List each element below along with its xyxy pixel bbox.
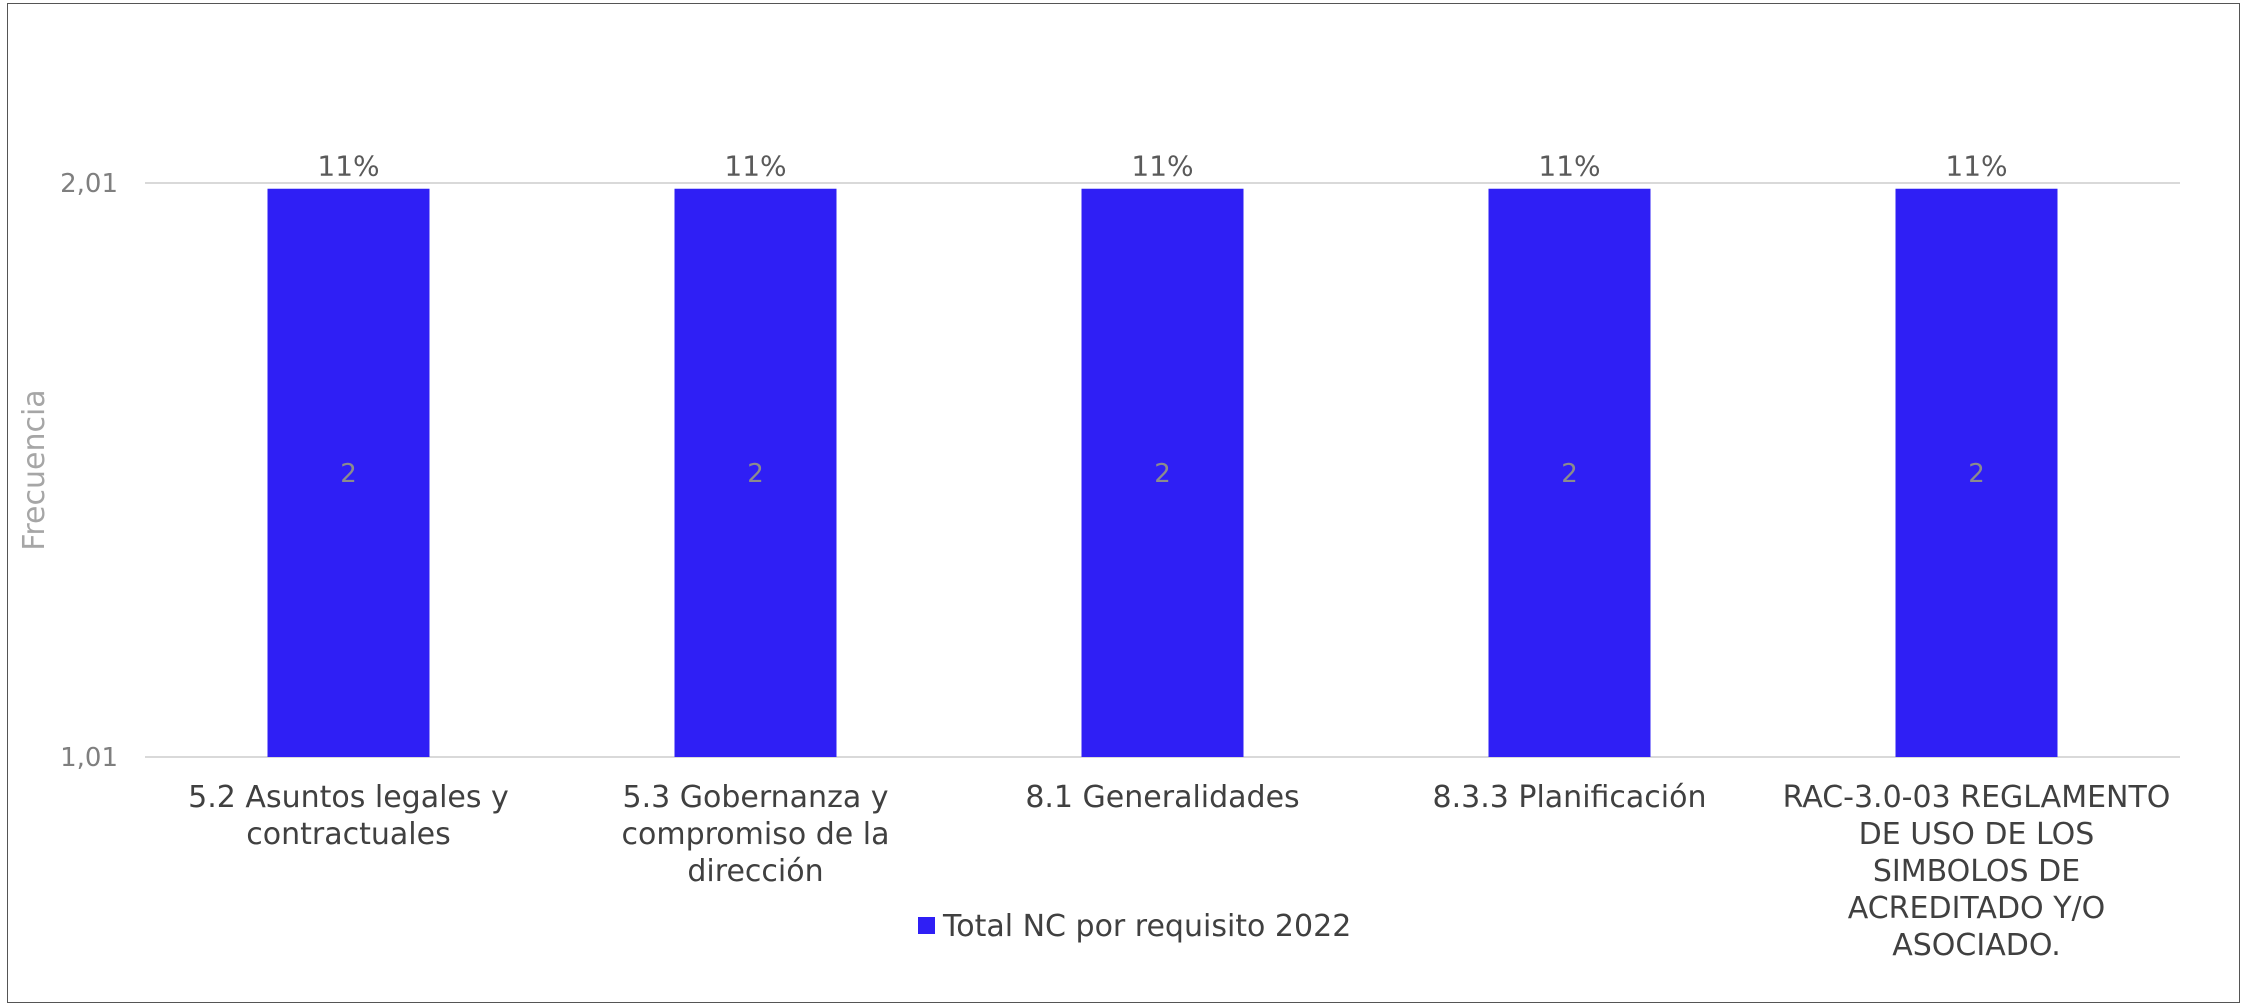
percent-data-label: 11%: [724, 150, 786, 183]
x-category-label: 8.3.3 Planificación: [1433, 780, 1707, 815]
legend: Total NC por requisito 2022: [918, 909, 1351, 944]
x-category-label: 8.1 Generalidades: [1025, 780, 1299, 815]
x-category-label-line: 5.2 Asuntos legales y: [188, 780, 509, 815]
value-data-label: 2: [747, 459, 764, 489]
percent-data-label: 11%: [317, 150, 379, 183]
y-tick-label: 2,01: [60, 169, 118, 199]
value-data-label: 2: [1154, 459, 1171, 489]
legend-label: Total NC por requisito 2022: [942, 909, 1351, 944]
value-data-label: 2: [1968, 459, 1985, 489]
x-category-label: 5.3 Gobernanza y compromiso de la direcció…: [622, 780, 890, 889]
bar: [1895, 188, 2058, 758]
x-category-label-line: DE USO DE LOS: [1859, 817, 2095, 852]
percent-data-label: 11%: [1538, 150, 1600, 183]
percent-data-label: 11%: [1131, 150, 1193, 183]
value-data-label: 2: [1561, 459, 1578, 489]
y-tick-label: 1,01: [60, 743, 118, 773]
x-category-label-line: compromiso de la: [622, 817, 890, 852]
x-category-label: 5.2 Asuntos legales y contractuales: [188, 780, 509, 852]
x-category-label-line: 8.3.3 Planificación: [1433, 780, 1707, 815]
y-axis-title: Frecuencia: [17, 389, 52, 550]
percent-data-label: 11%: [1945, 150, 2007, 183]
data-labels: 11% 2 11% 2 11% 2 11% 2 11% 2: [317, 150, 2007, 489]
bar: [267, 188, 430, 758]
x-category-label: RAC-3.0-03 REGLAMENTO DE USO DE LOS SIMBOL…: [1783, 780, 2171, 963]
x-category-label-line: 8.1 Generalidades: [1025, 780, 1299, 815]
bar: [1488, 188, 1651, 758]
bar: [1081, 188, 1244, 758]
bar: [674, 188, 837, 758]
x-category-label-line: ASOCIADO.: [1892, 928, 2061, 963]
bars: [267, 188, 2058, 758]
x-category-label-line: RAC-3.0-03 REGLAMENTO: [1783, 780, 2171, 815]
value-data-label: 2: [340, 459, 357, 489]
x-category-label-line: ACREDITADO Y/O: [1848, 891, 2106, 926]
x-category-label-line: contractuales: [246, 817, 450, 852]
bar-chart: 1,01 2,01 11% 2 11% 2 11% 2 11% 2 11% 2 5.2 Asunto…: [17, 150, 2180, 963]
x-category-label-line: dirección: [687, 854, 823, 889]
x-category-label-line: 5.3 Gobernanza y: [623, 780, 889, 815]
x-category-label-line: SIMBOLOS DE: [1873, 854, 2080, 889]
legend-swatch: [918, 917, 935, 934]
y-axis-tick-labels: 1,01 2,01: [60, 169, 118, 773]
x-axis-category-labels: 5.2 Asuntos legales y contractuales 5.3 Go…: [188, 780, 2170, 963]
